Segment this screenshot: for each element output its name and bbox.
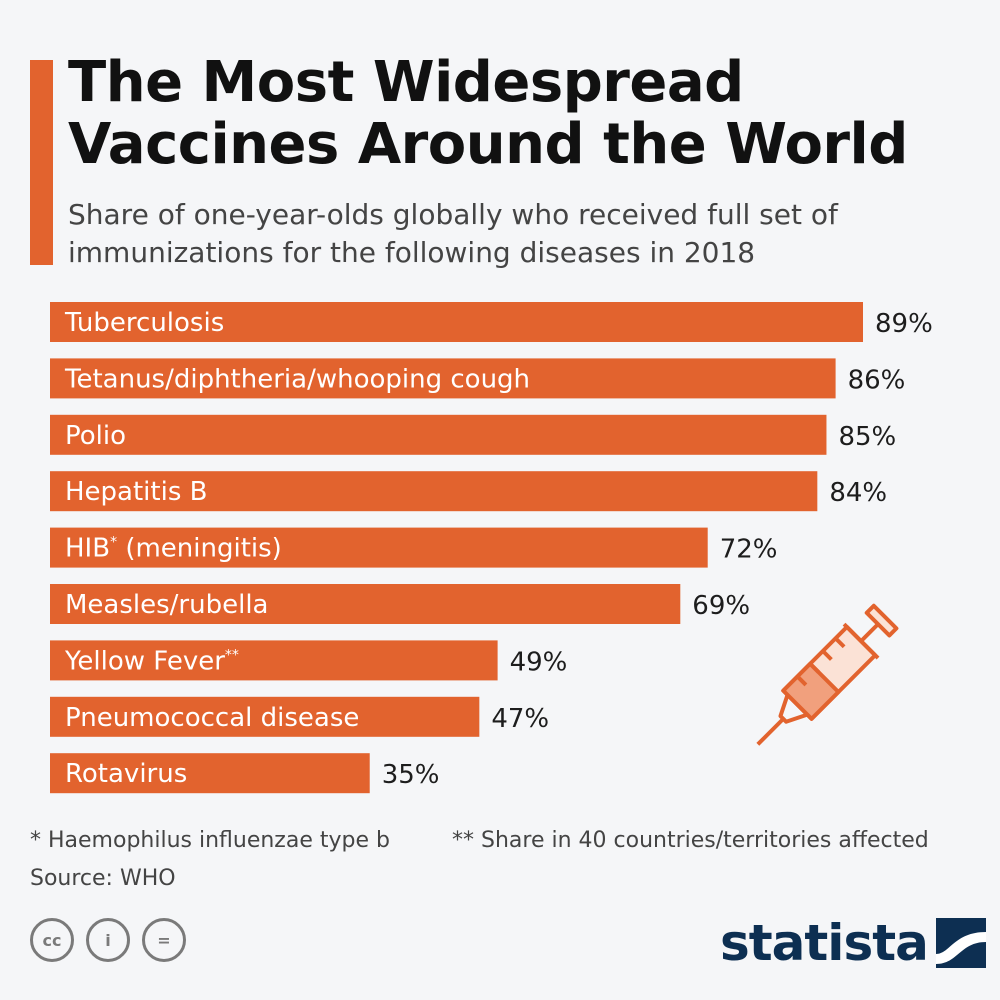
- cc-icon[interactable]: cc: [30, 918, 74, 962]
- bar: [50, 527, 708, 568]
- bar-category-label: Yellow Fever**: [64, 646, 239, 676]
- bar-category-label: Rotavirus: [65, 759, 187, 789]
- bar: [50, 584, 681, 624]
- source-note: Source: WHO: [30, 866, 176, 891]
- bar-value-label: 85%: [838, 422, 896, 452]
- title-accent-bar: [30, 60, 53, 265]
- no-derivatives-icon[interactable]: =: [142, 918, 186, 962]
- bar-category-label: Pneumococcal disease: [65, 703, 359, 733]
- bar: [50, 471, 818, 512]
- bar: [50, 414, 827, 455]
- statista-logo[interactable]: statista: [720, 916, 986, 970]
- bar-category-label: Hepatitis B: [65, 477, 207, 507]
- bar: [50, 696, 480, 737]
- bar-value-label: 86%: [848, 365, 906, 395]
- bar-chart: Tuberculosis 89% Tetanus/diphtheria/whoopi…: [50, 302, 933, 794]
- attribution-icon[interactable]: i: [86, 918, 130, 962]
- bar: [50, 640, 498, 681]
- bar-value-label: 84%: [829, 478, 887, 508]
- bar-category-label: Tetanus/diphtheria/whooping cough: [64, 364, 530, 394]
- bar-category-label: Polio: [65, 421, 126, 451]
- bar-category-label: HIB* (meningitis): [65, 534, 282, 564]
- bar-category-label: Tuberculosis: [64, 308, 224, 338]
- bar: [50, 753, 370, 794]
- statista-mark-icon: [935, 918, 986, 968]
- bar: [50, 358, 836, 399]
- bar-value-label: 47%: [491, 704, 549, 734]
- license-icons[interactable]: cc i =: [30, 918, 186, 962]
- bar: [50, 302, 863, 342]
- bar-value-label: 35%: [382, 760, 440, 790]
- footnote-hib: * Haemophilus influenzae type b: [30, 828, 390, 853]
- footnote-yellow-fever: ** Share in 40 countries/territories aff…: [452, 828, 929, 853]
- syringe-icon: [756, 603, 899, 746]
- bar-value-label: 69%: [692, 591, 750, 621]
- bar-value-label: 89%: [875, 309, 933, 339]
- bar-value-label: 72%: [720, 535, 778, 565]
- chart-subtitle: Share of one-year-olds globally who rece…: [68, 198, 838, 269]
- brand-name: statista: [720, 914, 929, 972]
- bar-category-label: Measles/rubella: [65, 590, 268, 620]
- chart-title: The Most Widespread Vaccines Around the …: [68, 50, 908, 177]
- bar-value-label: 49%: [510, 647, 568, 677]
